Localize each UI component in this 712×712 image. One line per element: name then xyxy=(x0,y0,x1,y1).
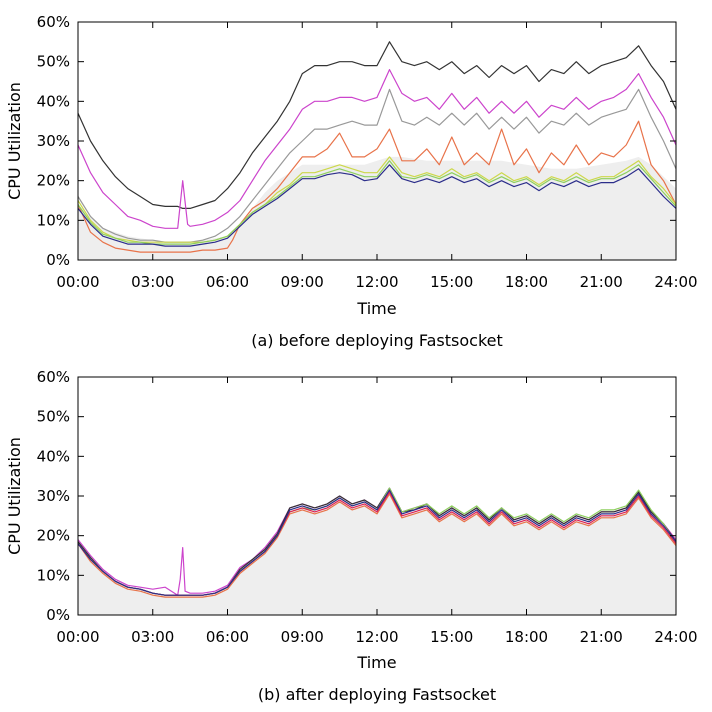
x-tick-label: 12:00 xyxy=(355,628,398,646)
x-tick-label: 06:00 xyxy=(206,273,249,291)
x-tick-label: 15:00 xyxy=(430,628,473,646)
panel-b: 0% 10% 20% 30% 40% 50% 60% 00:00 03:00 06:00 09:00… xyxy=(5,368,698,704)
x-tick-label: 09:00 xyxy=(281,628,324,646)
x-tick-label: 21:00 xyxy=(580,273,623,291)
y-tick-label: 50% xyxy=(37,408,70,426)
y-tick-label: 60% xyxy=(37,13,70,31)
x-tick-label: 12:00 xyxy=(355,273,398,291)
x-axis-label: Time xyxy=(356,653,396,672)
x-tick-label: 18:00 xyxy=(505,273,548,291)
chart-caption: (a) before deploying Fastsocket xyxy=(251,331,503,350)
x-tick-label: 15:00 xyxy=(430,273,473,291)
series-line-6 xyxy=(77,489,677,596)
series-line-4 xyxy=(77,120,677,253)
x-tick-label: 03:00 xyxy=(131,273,174,291)
x-tick-label: 24:00 xyxy=(654,628,697,646)
chart-caption: (b) after deploying Fastsocket xyxy=(258,685,496,704)
y-tick-label: 10% xyxy=(37,211,70,229)
series-line-1 xyxy=(77,41,677,209)
series-line-5 xyxy=(77,156,677,243)
x-tick-label: 21:00 xyxy=(580,628,623,646)
x-tick-label: 06:00 xyxy=(206,628,249,646)
x-tick-label: 18:00 xyxy=(505,628,548,646)
y-tick-label: 50% xyxy=(37,53,70,71)
series-line-4 xyxy=(77,493,677,598)
y-tick-label: 40% xyxy=(37,447,70,465)
x-tick-label: 09:00 xyxy=(281,273,324,291)
y-tick-label: 10% xyxy=(37,566,70,584)
panel-a: 0% 10% 20% 30% 40% 50% 60% 00:00 03:00 06:00 09:00… xyxy=(5,13,698,350)
x-tick-label: 00:00 xyxy=(56,628,99,646)
x-axis-label: Time xyxy=(356,299,396,318)
y-tick-label: 0% xyxy=(46,251,70,269)
y-tick-label: 0% xyxy=(46,606,70,624)
series-line-7 xyxy=(77,164,677,247)
y-tick-label: 40% xyxy=(37,92,70,110)
y-axis-label: CPU Utilization xyxy=(5,437,24,555)
x-tick-label: 24:00 xyxy=(654,273,697,291)
y-tick-label: 30% xyxy=(37,487,70,505)
y-tick-label: 60% xyxy=(37,368,70,386)
series-line-2 xyxy=(77,68,677,229)
y-tick-label: 20% xyxy=(37,172,70,190)
y-tick-label: 20% xyxy=(37,527,70,545)
y-axis-label: CPU Utilization xyxy=(5,82,24,200)
x-tick-label: 03:00 xyxy=(131,628,174,646)
series-line-6 xyxy=(77,160,677,245)
x-tick-label: 00:00 xyxy=(56,273,99,291)
background-area xyxy=(78,492,676,615)
y-tick-label: 30% xyxy=(37,132,70,150)
